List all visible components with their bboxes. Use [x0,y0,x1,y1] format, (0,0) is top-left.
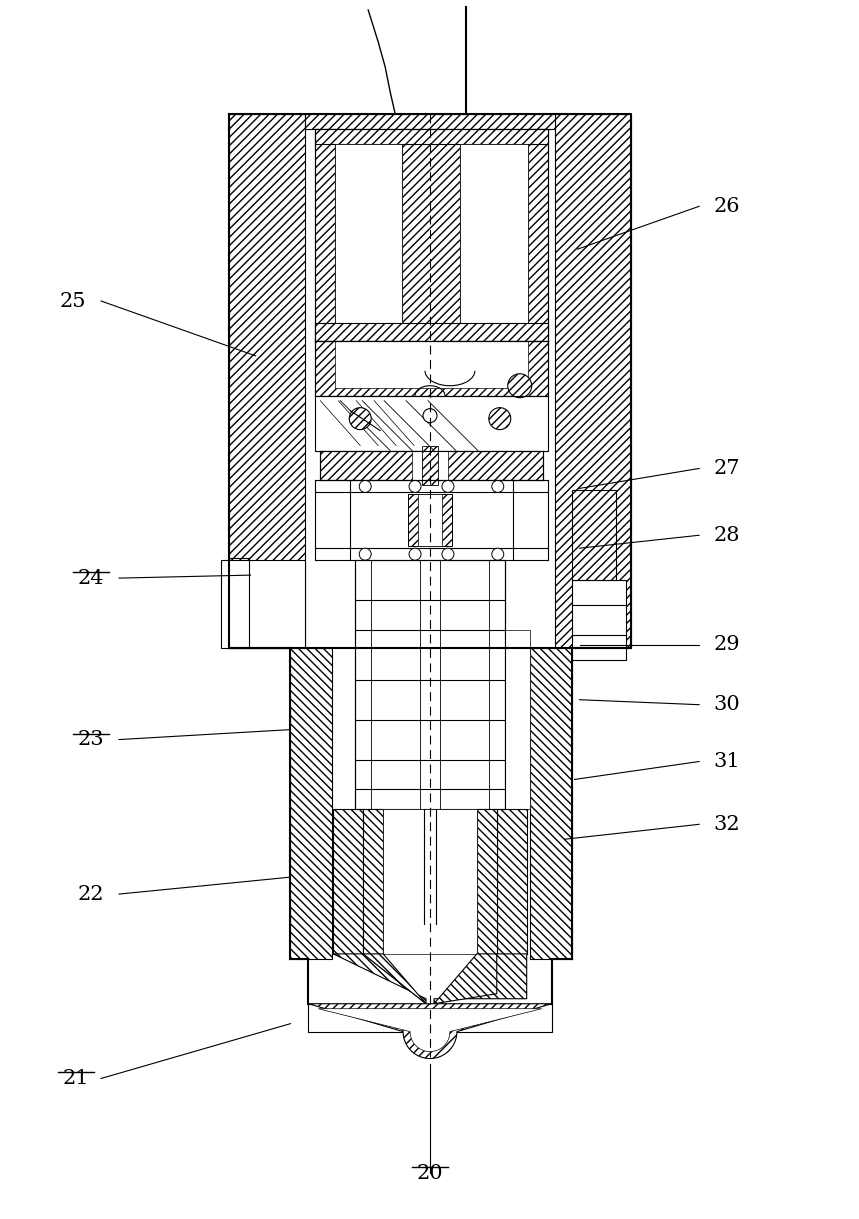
Circle shape [442,480,454,492]
Text: 30: 30 [714,695,740,714]
Bar [571,490,617,580]
Bar [320,451,543,480]
Polygon shape [319,1008,542,1052]
Circle shape [492,549,503,561]
Polygon shape [308,1003,551,1058]
Bar [530,647,571,959]
Bar [402,140,460,330]
Text: 26: 26 [714,196,740,216]
Text: 25: 25 [60,291,87,311]
Circle shape [359,549,371,561]
Polygon shape [333,954,426,1003]
Circle shape [409,549,421,561]
Bar [527,128,548,341]
Bar [477,809,497,954]
Circle shape [350,407,371,429]
Text: 22: 22 [78,885,104,903]
Bar [555,113,631,647]
Text: 29: 29 [714,635,740,655]
Text: 28: 28 [714,525,740,545]
Bar [356,561,505,809]
Polygon shape [363,954,426,1003]
Circle shape [508,374,532,397]
Bar [228,113,306,647]
Bar [418,495,442,546]
Bar [412,451,448,480]
Polygon shape [434,954,497,1003]
Text: 31: 31 [714,752,740,770]
Bar [363,809,383,954]
Bar [571,580,626,659]
Bar [306,113,555,128]
Bar [335,144,402,341]
Circle shape [492,480,503,492]
Text: 21: 21 [63,1069,89,1089]
Bar [315,128,548,144]
Bar [335,341,527,388]
Text: 27: 27 [714,460,740,478]
Circle shape [489,407,511,429]
Circle shape [359,480,371,492]
Circle shape [442,549,454,561]
Text: 24: 24 [78,568,104,588]
Bar [315,396,548,451]
Bar [408,495,452,546]
Bar [221,561,306,647]
Circle shape [409,480,421,492]
Bar [383,809,477,954]
Bar [333,809,363,954]
Bar [290,647,332,959]
Bar [422,445,438,485]
Bar [315,323,548,341]
Text: 20: 20 [417,1164,443,1182]
Bar [505,630,530,809]
Circle shape [423,408,437,423]
Polygon shape [434,954,527,1003]
Bar [308,1003,551,1031]
Text: 32: 32 [714,814,740,834]
Bar [497,809,527,954]
Bar [315,128,335,341]
Bar [315,341,548,396]
Text: 23: 23 [78,730,105,750]
Bar [460,144,527,341]
